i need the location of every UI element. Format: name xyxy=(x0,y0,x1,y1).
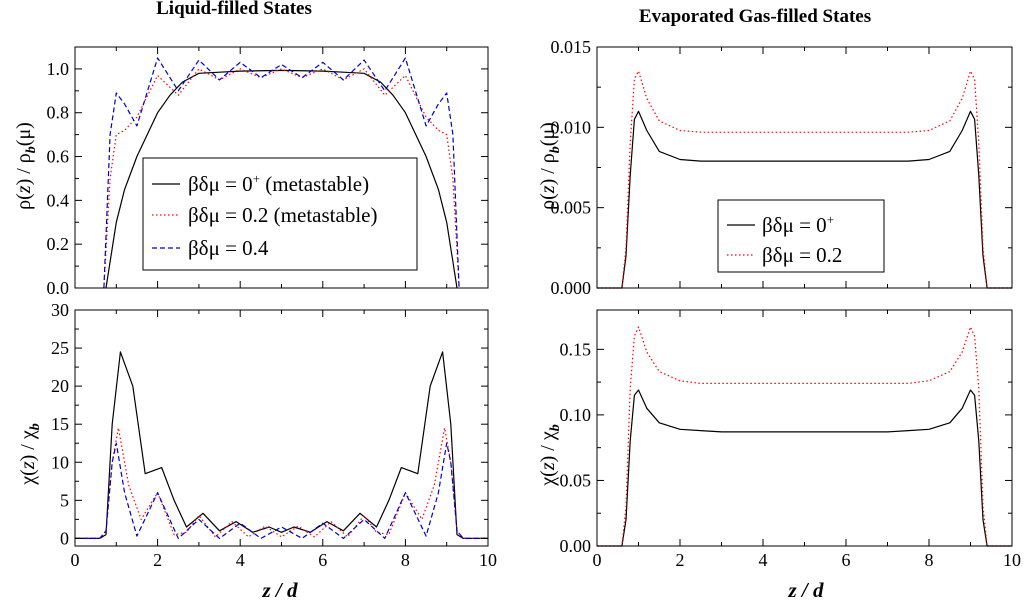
liquid-title: Liquid-filled States xyxy=(156,0,312,19)
liquid-density-ytick-label-3: 0.6 xyxy=(47,147,70,167)
liquid-chi-ytick-label-4: 20 xyxy=(51,376,69,396)
liquid-density-series-0 xyxy=(105,69,458,289)
gas-chi-ytick-label-0: 0.00 xyxy=(560,536,592,556)
gas-legend-box xyxy=(717,199,885,273)
gas-chi-xtick-label-3: 6 xyxy=(842,550,851,570)
liquid-density-ytick-label-2: 0.4 xyxy=(47,190,70,210)
gas-title: Evaporated Gas-filled States xyxy=(639,6,871,27)
liquid-density-ytick-label-4: 0.8 xyxy=(47,103,70,123)
gas-legend: βδμ = 0+ βδμ = 0.2 xyxy=(717,199,885,273)
liquid-legend-label-2: βδμ = 0.4 xyxy=(188,236,269,260)
gas-chi-xtick-label-4: 8 xyxy=(925,550,934,570)
gas-legend-label-1: βδμ = 0.2 xyxy=(762,243,842,267)
liquid-chi-ytick-label-1: 5 xyxy=(60,490,69,510)
liquid-chi-ytick-label-0: 0 xyxy=(60,528,69,548)
liquid-chi-series-2 xyxy=(75,442,488,540)
gas-density-panel: 0.000 0.005 0.010 0.015 xyxy=(551,37,1013,298)
liquid-chi-xtick-label-3: 6 xyxy=(318,550,327,570)
liquid-density-ytick-label-0: 0.0 xyxy=(47,278,70,298)
liquid-legend-label-0: βδμ = 0+ (metastable) xyxy=(188,171,369,196)
liquid-chi-ylabel: χ(z) / χb xyxy=(17,423,43,485)
liquid-xlabel: z / d xyxy=(261,578,298,602)
gas-chi-xtick-label-2: 4 xyxy=(759,550,768,570)
gas-density-ytick-label-3: 0.015 xyxy=(551,37,592,57)
gas-chi-xtick-label-1: 2 xyxy=(676,550,685,570)
liquid-legend-label-1: βδμ = 0.2 (metastable) xyxy=(188,203,377,227)
gas-chi-xtick-label-5: 10 xyxy=(1003,550,1021,570)
liquid-chi-xtick-label-4: 8 xyxy=(401,550,410,570)
liquid-chi-ytick-label-6: 30 xyxy=(51,300,69,320)
liquid-chi-panel: 0 2 4 6 8 10 0 5 10 15 20 25 30 xyxy=(51,300,497,570)
liquid-legend-box xyxy=(142,157,418,271)
gas-density-ylabel: ρ(z) / ρb(μ) xyxy=(537,122,563,210)
liquid-chi-ytick-label-2: 10 xyxy=(51,452,69,472)
gas-density-series-1 xyxy=(597,70,1012,289)
gas-chi-ytick-label-3: 0.15 xyxy=(560,339,592,359)
gas-chi-series-0 xyxy=(597,389,1012,547)
liquid-chi-xtick-label-2: 4 xyxy=(236,550,245,570)
gas-chi-ytick-label-2: 0.10 xyxy=(560,405,592,425)
liquid-chi-frame xyxy=(74,309,489,547)
gas-chi-panel: 0 2 4 6 8 10 0.00 0.05 0.10 0.15 xyxy=(560,309,1021,570)
liquid-chi-ytick-label-3: 15 xyxy=(51,414,69,434)
liquid-density-series-2 xyxy=(103,57,460,289)
liquid-density-panel: 0.0 0.2 0.4 0.6 0.8 1.0 xyxy=(47,46,489,298)
liquid-chi-xtick-label-0: 0 xyxy=(71,550,80,570)
liquid-chi-series-0 xyxy=(75,351,488,540)
liquid-density-ylabel: ρ(z) / ρb(μ) xyxy=(13,122,39,210)
gas-chi-series-1 xyxy=(597,326,1012,547)
gas-chi-xtick-label-0: 0 xyxy=(593,550,602,570)
gas-density-ytick-label-1: 0.005 xyxy=(551,198,592,218)
liquid-density-ytick-label-5: 1.0 xyxy=(47,59,70,79)
gas-density-series-0 xyxy=(597,110,1012,289)
liquid-chi-xtick-label-1: 2 xyxy=(153,550,162,570)
liquid-legend: βδμ = 0+ (metastable) βδμ = 0.2 (metasta… xyxy=(142,157,418,271)
liquid-density-ytick-label-1: 0.2 xyxy=(47,234,70,254)
liquid-chi-series-1 xyxy=(75,427,488,540)
gas-chi-ylabel: χ(z) / χb xyxy=(537,424,563,486)
gas-chi-frame xyxy=(596,309,1013,547)
gas-density-ytick-label-0: 0.000 xyxy=(551,278,592,298)
gas-chi-ytick-label-1: 0.05 xyxy=(560,470,592,490)
liquid-chi-ytick-label-5: 25 xyxy=(51,338,69,358)
liquid-chi-xtick-label-5: 10 xyxy=(479,550,497,570)
gas-density-ytick-label-2: 0.010 xyxy=(551,117,592,137)
gas-legend-label-0: βδμ = 0+ xyxy=(762,212,834,237)
gas-xlabel: z / d xyxy=(787,578,824,602)
